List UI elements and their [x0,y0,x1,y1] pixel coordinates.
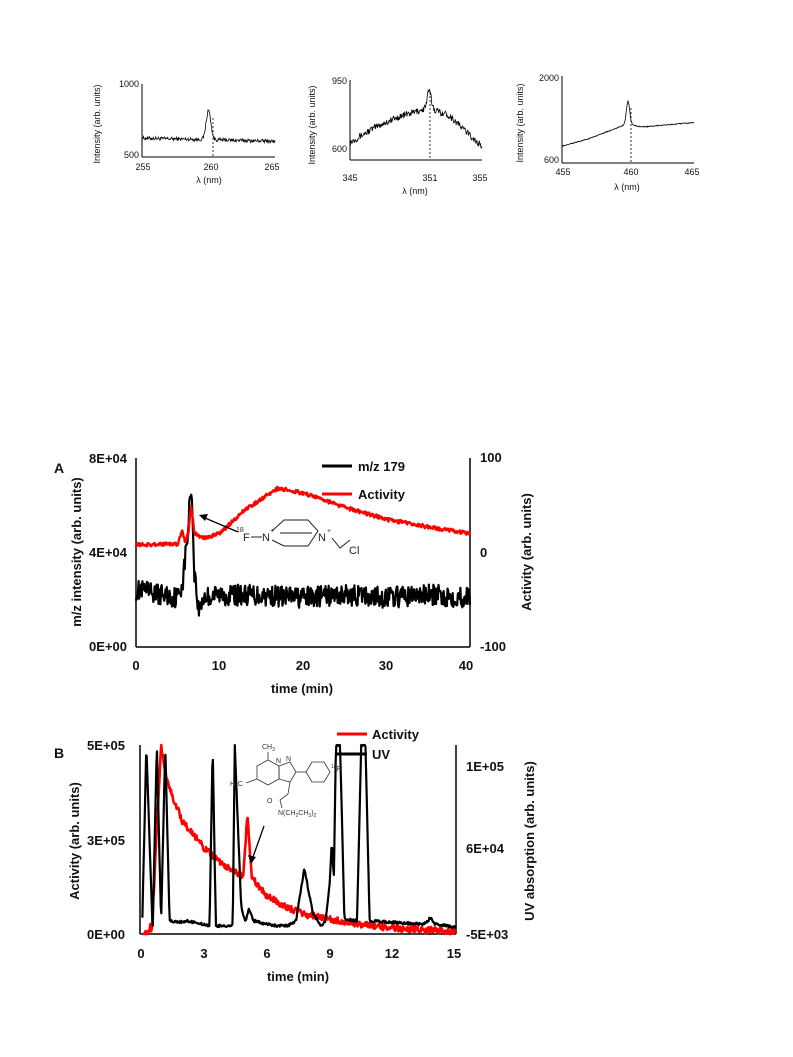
chartA-legend-activity-label: Activity [358,487,406,502]
chartA-ylabel-right: Activity (arb. units) [519,493,534,611]
chartB-mol-ch3-top: CH3 [262,744,275,753]
chartB-ytick-left-mid: 3E+05 [87,833,125,848]
chartA-mol-f-sup: 18 [236,527,244,534]
spec3-line [561,99,694,148]
chartA-mol-cage [271,519,319,547]
chartB-ytick-right-bottom: -5E+03 [466,927,508,942]
chartB-xtick-3: 9 [326,946,333,961]
chartB-ylabel-right: UV absorption (arb. units) [522,761,537,921]
chartB-ytick-left-top: 5E+05 [87,738,125,753]
spec2-line [349,88,483,149]
spec2-xtick-0: 345 [342,173,357,183]
chartA-mol-f: F [243,532,250,544]
chartA-mol-chain [331,537,351,549]
chartB-uv-line [141,743,457,929]
spec3-xtick-0: 455 [555,167,570,177]
chartA-molecule: 18 F N + N + Cl [199,514,359,557]
chartA-activity-line [134,485,472,548]
chartA-xtick-2: 20 [296,658,310,673]
chartB-xlabel: time (min) [267,969,329,984]
spec2-ytick-bottom: 600 [332,144,347,154]
chartB-xtick-2: 6 [263,946,270,961]
chartA-legend-mz-label: m/z 179 [358,459,405,474]
spec2-ytick-top: 950 [332,76,347,86]
chartB-mol-h3c: H3C [230,781,243,790]
spec2-xtick-1: 351 [422,173,437,183]
chartB-mol-pyrazole-ring [278,761,297,783]
spectrum-1: 1000 500 255 260 265 λ (nm) Intensity (a… [92,79,280,185]
chartB-mol-n1: N [276,758,281,765]
spec3-xlabel: λ (nm) [614,182,640,192]
chartA-ytick-right-bottom: -100 [480,639,506,654]
chartA-arrow-head [199,514,208,521]
chartB-ylabel-left: Activity (arb. units) [67,782,82,900]
chartB-mol-chain [279,781,291,809]
chartA-ytick-left-mid: 4E+04 [89,545,128,560]
chartB-mol-amide: N(CH2CH3)2 [278,810,317,819]
spec1-xlabel: λ (nm) [196,175,222,185]
spec1-ytick-bottom: 500 [124,150,139,160]
spec1-line [141,109,276,145]
spec1-xtick-0: 255 [135,162,150,172]
spectrum-2: 950 600 345 351 355 λ (nm) Intensity (ar… [307,76,488,196]
chartB-mol-f: 18F [331,764,341,773]
chartA-mol-plus2: + [327,528,331,535]
chartA-ytick-left-bottom: 0E+00 [89,639,127,654]
spec3-xtick-2: 465 [684,167,699,177]
chartB-legend: Activity UV [337,727,420,762]
chartB-arrow-shaft [252,825,265,858]
chartB-ytick-right-mid: 6E+04 [466,841,505,856]
spec3-ylabel: Intensity (arb. units) [515,83,525,162]
chartB-mol-phenyl-ring [305,761,331,783]
chartB-xtick-5: 15 [447,946,461,961]
chartB-mol-n2: N [286,756,291,763]
chartB-legend-uv-label: UV [372,747,390,762]
chartA-ytick-right-top: 100 [480,450,502,465]
spectrum-3: 2000 600 455 460 465 λ (nm) Intensity (a… [515,73,700,192]
chartA-mol-n1: N [262,532,270,544]
chartB-xtick-4: 12 [385,946,399,961]
chartA-arrow-shaft [204,517,239,533]
spec2-xtick-2: 355 [472,173,487,183]
chartA-mz-line [134,493,472,617]
chartA-xlabel: time (min) [271,681,333,696]
spec1-xtick-1: 260 [203,162,218,172]
chart-b: B 5E+05 3E+05 0E+00 1E+05 6E+04 -5E+03 0… [54,727,537,984]
spec3-ytick-top: 2000 [539,73,559,83]
chartA-ytick-right-mid: 0 [480,545,487,560]
chartB-activity-line [141,743,457,936]
chartB-ytick-right-top: 1E+05 [466,759,504,774]
chartB-molecule: CH3 N N H3C 18F O N(CH2CH3)2 [230,744,341,864]
spec1-ytick-top: 1000 [119,79,139,89]
spec1-xtick-2: 265 [264,162,279,172]
chartB-xtick-0: 0 [137,946,144,961]
chartB-mol-h3c-bond [245,778,258,784]
chartA-xtick-4: 40 [459,658,473,673]
chartA-ytick-left-top: 8E+04 [89,451,128,466]
chartB-mol-o: O [267,798,273,805]
chartA-mol-cl: Cl [349,545,359,557]
chartA-xtick-3: 30 [379,658,393,673]
chartA-xtick-0: 0 [132,658,139,673]
spec3-ytick-bottom: 600 [544,155,559,165]
chartB-arrow-head [248,855,256,864]
chartB-ytick-left-bottom: 0E+00 [87,927,125,942]
panel-label-b: B [54,745,64,761]
spec3-xtick-1: 460 [623,167,638,177]
spec1-ylabel: Intensity (arb. units) [92,84,102,163]
chartB-legend-activity-label: Activity [372,727,420,742]
spec2-xlabel: λ (nm) [402,186,428,196]
spec2-ylabel: Intensity (arb. units) [307,85,317,164]
chartA-xtick-1: 10 [212,658,226,673]
chartA-legend: m/z 179 Activity [322,459,406,502]
chartA-mol-plus1: + [270,528,274,535]
chartA-mol-n2: N [318,532,326,544]
chart-a: A 8E+04 4E+04 0E+00 100 0 -100 0 10 20 3… [54,450,534,696]
chartA-ylabel-left: m/z intensity (arb. units) [69,477,84,627]
chartB-xtick-1: 3 [200,946,207,961]
panel-label-a: A [54,460,64,476]
